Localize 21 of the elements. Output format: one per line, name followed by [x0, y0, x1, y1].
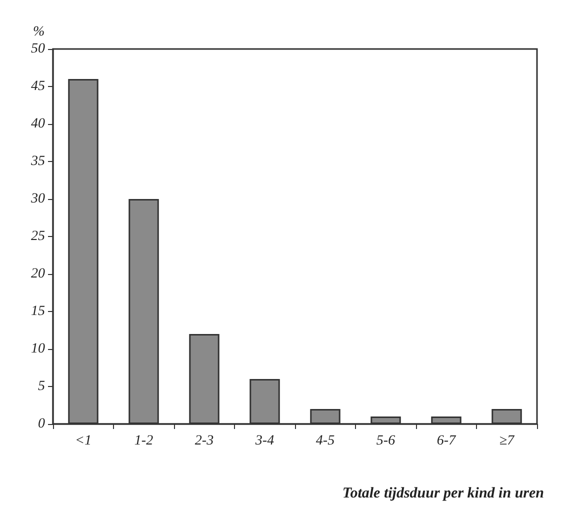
x-tick-label: 3-4 [254, 434, 274, 448]
x-tick-label: ≥7 [499, 434, 516, 448]
y-tick-label: 50 [31, 42, 45, 56]
y-tick-label: 35 [30, 154, 45, 169]
y-tick-label: 25 [31, 229, 45, 244]
y-axis-title: % [33, 24, 45, 40]
y-tick-label: 30 [30, 192, 45, 206]
y-tick-label: 5 [38, 379, 45, 394]
y-tick-label: 15 [31, 304, 45, 319]
x-tick-label: 2-3 [194, 434, 214, 448]
x-tick-label: 1-2 [134, 434, 154, 448]
x-axis-title: Totale tijdsduur per kind in uren [342, 486, 544, 502]
y-tick-label: 45 [31, 79, 45, 94]
x-tick-label: 5-6 [376, 434, 396, 448]
x-tick-label: <1 [75, 434, 92, 448]
y-tick-label: 20 [31, 266, 45, 282]
y-tick-label: 40 [31, 116, 45, 132]
y-tick-label: 0 [38, 416, 45, 432]
x-tick-label: 6-7 [436, 434, 457, 448]
x-tick-label: 4-5 [316, 434, 335, 448]
y-tick-label: 10 [31, 342, 45, 356]
